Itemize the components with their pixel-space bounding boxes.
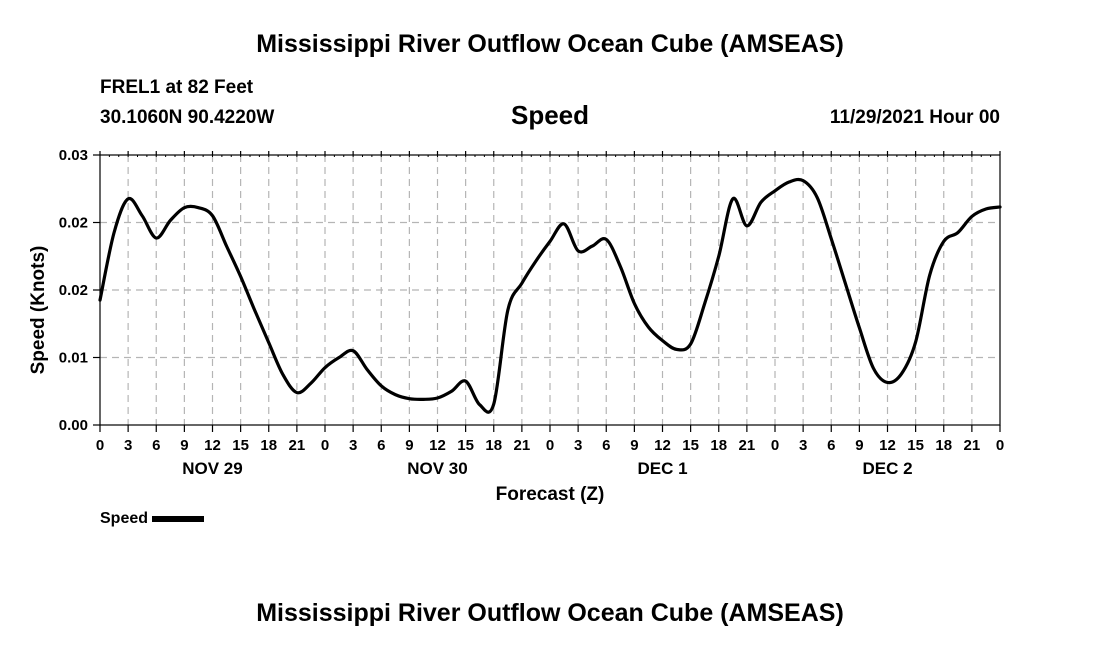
day-label: DEC 2 xyxy=(862,459,912,478)
chart-main-title-repeat: Mississippi River Outflow Ocean Cube (AM… xyxy=(256,599,844,627)
x-tick-label: 15 xyxy=(232,437,249,454)
x-tick-label: 9 xyxy=(630,437,638,454)
x-tick-label: 21 xyxy=(289,437,306,454)
x-tick-label: 12 xyxy=(429,437,446,454)
x-tick-label: 18 xyxy=(485,437,502,454)
x-tick-label: 6 xyxy=(377,437,385,454)
legend: Speed xyxy=(100,510,205,528)
x-tick-label: 12 xyxy=(654,437,671,454)
plot-frame xyxy=(99,154,1001,426)
x-tick-label: 15 xyxy=(682,437,699,454)
x-tick-label: 18 xyxy=(935,437,952,454)
x-tick-label: 15 xyxy=(907,437,924,454)
y-axis-label: Speed (Knots) xyxy=(28,246,49,375)
x-tick-label: 0 xyxy=(771,437,779,454)
legend-label: Speed xyxy=(100,510,149,527)
x-tick-label: 9 xyxy=(405,437,413,454)
y-tick-label: 0.03 xyxy=(59,147,88,164)
x-tick-label: 9 xyxy=(855,437,863,454)
legend-swatch xyxy=(152,516,205,522)
y-tick-label: 0.01 xyxy=(59,350,88,367)
day-label: NOV 29 xyxy=(182,459,242,478)
chart-title: Speed xyxy=(510,100,590,130)
forecast-date: 11/29/2021 Hour 00 xyxy=(829,107,1000,128)
x-tick-label: 0 xyxy=(321,437,329,454)
x-axis-label: Forecast (Z) xyxy=(496,484,605,505)
x-tick-label: 12 xyxy=(204,437,221,454)
x-tick-label: 6 xyxy=(602,437,610,454)
y-tick-label: 0.02 xyxy=(59,282,88,299)
y-tick-labels: 0.00 0.01 0.02 0.02 0.03 xyxy=(59,147,88,434)
speed-series-line xyxy=(98,177,1002,414)
x-tick-label: 0 xyxy=(96,437,104,454)
x-tick-label: 0 xyxy=(996,437,1004,454)
x-tick-label: 21 xyxy=(514,437,531,454)
x-tick-label: 3 xyxy=(574,437,582,454)
x-tick-label: 12 xyxy=(879,437,896,454)
x-tick-label: 21 xyxy=(964,437,981,454)
x-tick-label: 9 xyxy=(180,437,188,454)
grid-lines xyxy=(100,155,1000,425)
x-tick-label: 3 xyxy=(124,437,132,454)
day-labels: NOV 29 NOV 30 DEC 1 DEC 2 xyxy=(182,459,912,478)
y-tick-label: 0.00 xyxy=(59,417,88,434)
x-tick-labels: 0 3 6 9 12 15 18 21 0 3 6 9 12 15 18 21 0 3 6 9 12 15 18 21 0 3 6 9… xyxy=(96,437,1004,454)
y-tick-label: 0.02 xyxy=(59,215,88,232)
x-tick-label: 21 xyxy=(739,437,756,454)
x-tick-label: 6 xyxy=(152,437,160,454)
day-label: DEC 1 xyxy=(637,459,687,478)
station-label: FREL1 at 82 Feet xyxy=(100,77,254,98)
x-tick-label: 0 xyxy=(546,437,554,454)
x-tick-label: 18 xyxy=(710,437,727,454)
x-tick-label: 3 xyxy=(349,437,357,454)
x-tick-label: 15 xyxy=(457,437,474,454)
x-tick-label: 3 xyxy=(799,437,807,454)
station-coordinates: 30.1060N 90.4220W xyxy=(100,107,275,128)
x-tick-label: 6 xyxy=(827,437,835,454)
day-label: NOV 30 xyxy=(407,459,467,478)
chart-main-title: Mississippi River Outflow Ocean Cube (AM… xyxy=(256,30,844,58)
axis-ticks xyxy=(93,151,1001,432)
x-tick-label: 18 xyxy=(260,437,277,454)
